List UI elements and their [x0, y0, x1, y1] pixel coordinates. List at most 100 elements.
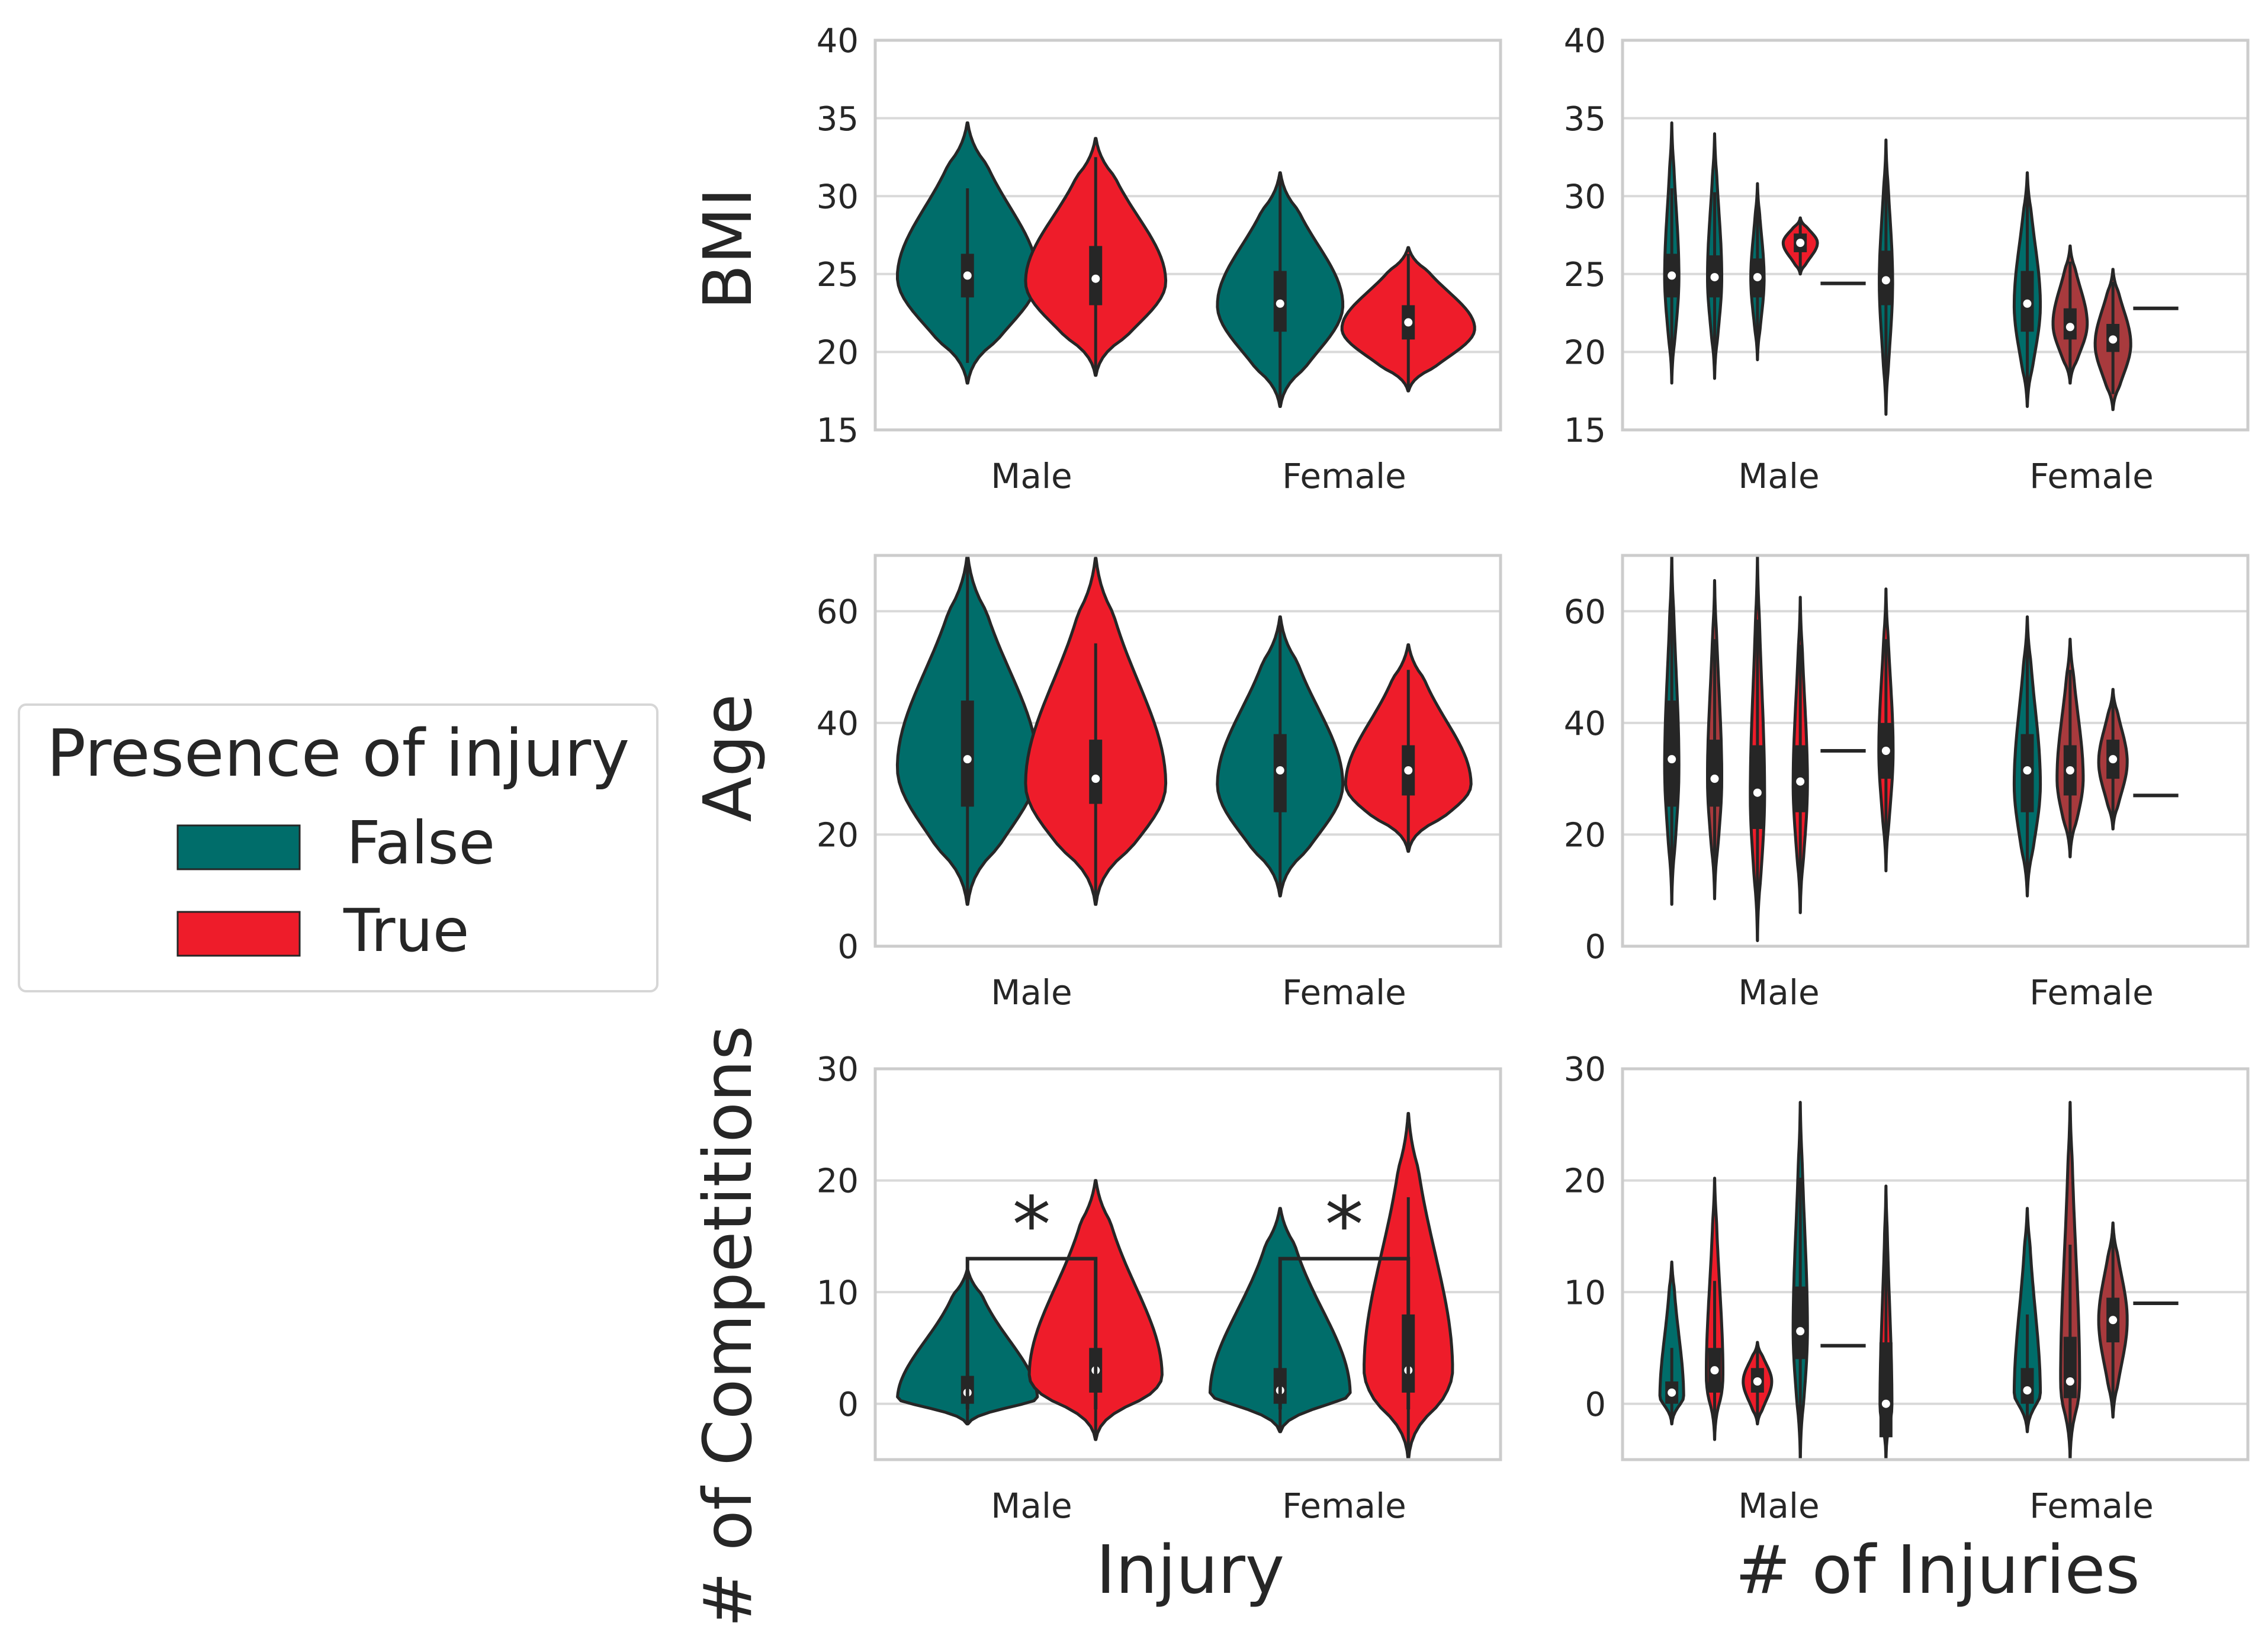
- y-tick-label: 20: [1564, 334, 1606, 372]
- significance-bar-0: [965, 1257, 1098, 1410]
- median-dot-false-male: [963, 755, 972, 764]
- violins: [896, 1111, 1454, 1460]
- y-tick-label: 30: [1564, 1050, 1606, 1089]
- median-dot-male-1: [1710, 273, 1719, 282]
- median-dot-female-0: [2023, 299, 2032, 308]
- violins: [1663, 555, 2179, 943]
- significance-star-1: *: [1325, 1180, 1364, 1270]
- column-label-1: # of Injuries: [1735, 1532, 2140, 1609]
- legend-swatch-true: [176, 911, 301, 957]
- iqr-box-male-2: [1750, 745, 1764, 829]
- row-label-0: BMI: [690, 188, 767, 310]
- x-category-label-female: Female: [2029, 972, 2154, 1013]
- panel-2-1: 0 10 20 30 Male Female # of Injuries: [1564, 1050, 2250, 1609]
- panel-1-0: 0 20 40 60 Male Female Age: [690, 554, 1502, 1013]
- median-dot-male-1: [1710, 1366, 1719, 1375]
- median-dot-male-0: [1668, 1388, 1676, 1397]
- median-dot-false-female: [1276, 299, 1284, 308]
- row-label-2: # of Competitions: [690, 1026, 767, 1626]
- x-category-label-female: Female: [1282, 1486, 1406, 1526]
- median-dot-female-1: [2065, 1377, 2074, 1386]
- y-tick-label: 30: [817, 1050, 859, 1089]
- median-dot-male-2: [1753, 1377, 1762, 1386]
- iqr-box-female-0: [2020, 1368, 2034, 1404]
- y-tick-label: 20: [1564, 817, 1606, 855]
- panel-frame: [873, 554, 1502, 948]
- y-tick-label: 30: [817, 178, 859, 216]
- y-tick-label: 0: [837, 928, 859, 966]
- y-tick-label: 20: [817, 817, 859, 855]
- median-dot-female-2: [2109, 1316, 2118, 1325]
- y-tick-label: 15: [817, 412, 859, 450]
- column-label-0: Injury: [1096, 1532, 1284, 1609]
- y-tick-label: 0: [1585, 1386, 1606, 1424]
- median-dot-male-3: [1796, 1327, 1805, 1336]
- median-dot-male-5: [1881, 1399, 1890, 1408]
- panel-frame: [1621, 554, 2250, 948]
- y-tick-label: 20: [1564, 1162, 1606, 1201]
- iqr-box-female-1: [2063, 1336, 2077, 1399]
- median-dot-male-2: [1753, 273, 1762, 282]
- median-dot-female-1: [2065, 766, 2074, 775]
- y-tick-label: 15: [1564, 412, 1606, 450]
- y-tick-label: 60: [817, 593, 859, 631]
- x-category-label-female: Female: [1282, 456, 1406, 496]
- median-dot-male-0: [1668, 755, 1676, 764]
- median-dot-true-male: [1091, 775, 1100, 783]
- violins: [895, 555, 1473, 906]
- panel-0-1: 15 20 25 30 35 40 Male Female: [1564, 22, 2250, 496]
- x-category-label-male: Male: [991, 456, 1072, 496]
- median-dot-false-male: [963, 271, 972, 280]
- median-dot-male-5: [1881, 747, 1890, 755]
- y-tick-label: 0: [837, 1386, 859, 1424]
- y-tick-label: 20: [817, 334, 859, 372]
- violins: [1663, 121, 2179, 416]
- y-tick-label: 20: [817, 1162, 859, 1201]
- y-tick-label: 40: [1564, 22, 1606, 60]
- y-tick-label: 30: [1564, 178, 1606, 216]
- row-label-1: Age: [690, 694, 767, 822]
- y-tick-label: 35: [817, 100, 859, 139]
- y-tick-label: 60: [1564, 593, 1606, 631]
- legend-label-true: True: [343, 896, 469, 965]
- median-dot-true-male: [1091, 274, 1100, 283]
- median-dot-male-1: [1710, 775, 1719, 783]
- violins: [896, 121, 1476, 408]
- panel-frame: [1621, 38, 2250, 432]
- median-dot-true-female: [1404, 318, 1413, 327]
- legend-swatch-false: [176, 824, 301, 870]
- panel-frame: [873, 38, 1502, 432]
- median-dot-female-2: [2109, 755, 2118, 764]
- iqr-box-male-3: [1794, 1286, 1807, 1360]
- y-tick-label: 40: [817, 705, 859, 743]
- y-tick-label: 40: [1564, 705, 1606, 743]
- panel-2-0: 0 10 20 30 * * Male Female # of Competitions Inju…: [690, 1026, 1502, 1626]
- panel-frame: [873, 1067, 1502, 1461]
- panel-1-1: 0 20 40 60 Male Female: [1564, 554, 2250, 1013]
- significance-star-0: *: [1013, 1180, 1051, 1270]
- x-category-label-male: Male: [1738, 456, 1819, 496]
- median-dot-male-0: [1668, 271, 1676, 280]
- median-dot-female-2: [2109, 335, 2118, 344]
- y-tick-label: 25: [1564, 256, 1606, 294]
- x-category-label-male: Male: [991, 1486, 1072, 1526]
- significance-bar-1: [1278, 1257, 1411, 1410]
- median-dot-true-female: [1404, 766, 1413, 775]
- panels: 15 20 25 30 35 40 Male Female BMI 15 20 25 30 35 40 Mal…: [690, 22, 2250, 1626]
- y-tick-label: 10: [1564, 1274, 1606, 1312]
- y-tick-label: 0: [1585, 928, 1606, 966]
- y-tick-label: 25: [817, 256, 859, 294]
- panel-0-0: 15 20 25 30 35 40 Male Female BMI: [690, 22, 1502, 496]
- panel-frame: [1621, 1067, 2250, 1461]
- x-category-label-female: Female: [2029, 1486, 2154, 1526]
- y-tick-label: 35: [1564, 100, 1606, 139]
- median-dot-male-3: [1796, 239, 1805, 248]
- y-tick-label: 10: [817, 1274, 859, 1312]
- legend-title: Presence of injury: [47, 715, 630, 791]
- median-dot-false-female: [1276, 766, 1284, 775]
- legend: Presence of injury False True: [18, 703, 658, 992]
- x-category-label-female: Female: [1282, 972, 1406, 1013]
- iqr-box-true-male: [1089, 740, 1103, 804]
- iqr-box-false-male: [960, 700, 974, 807]
